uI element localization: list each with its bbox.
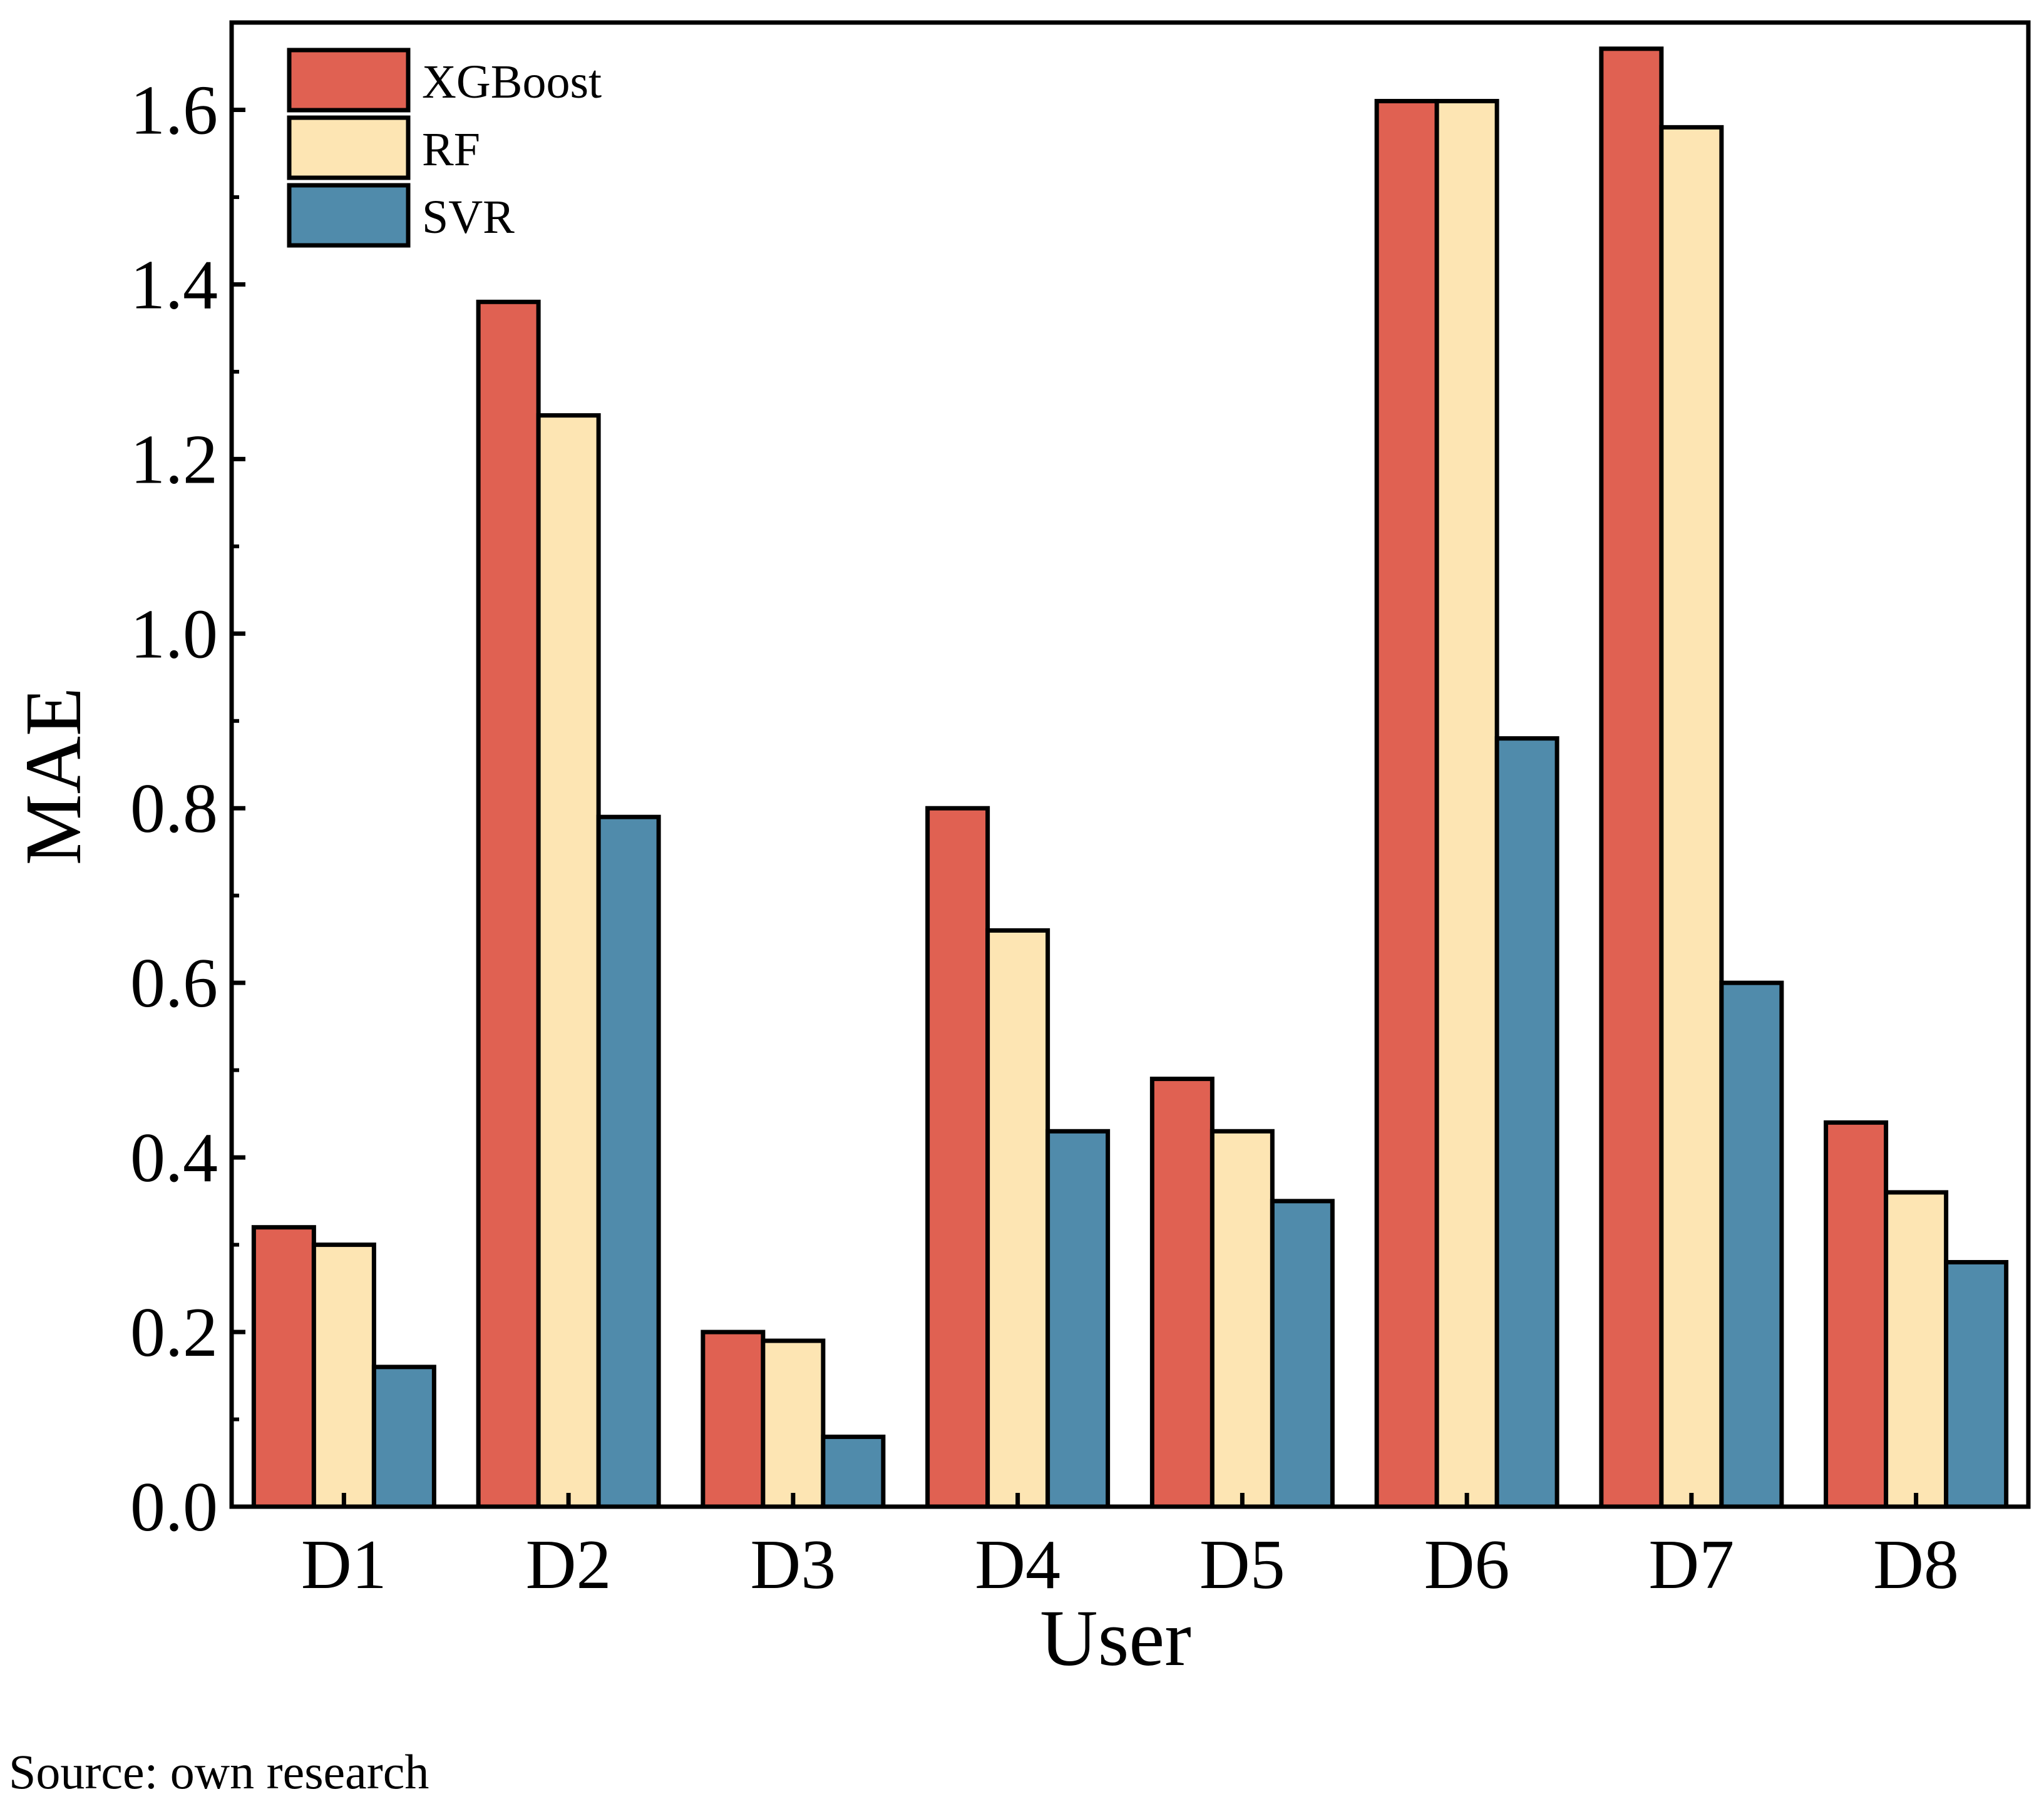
- bar-xgboost-d8: [1824, 1120, 1889, 1509]
- y-tick-label: 0.0: [130, 1468, 218, 1546]
- bar-svr-d3: [821, 1434, 886, 1509]
- legend-swatch-rf: [287, 115, 411, 180]
- bar-rf-d1: [311, 1243, 376, 1509]
- y-tick-label: 0.6: [130, 945, 218, 1022]
- x-ticks-group: D1 D2 D3 D4 D5 D6 D7 D8: [301, 1493, 1959, 1604]
- bar-svr-d6: [1494, 736, 1559, 1509]
- bar-rf-d5: [1209, 1129, 1275, 1509]
- y-tick-label: 1.0: [130, 595, 218, 673]
- bar-xgboost-d2: [476, 299, 541, 1509]
- x-tick-label-d6: D6: [1424, 1526, 1510, 1604]
- bar-rf-d4: [985, 928, 1050, 1509]
- source-note: Source: own research: [9, 1745, 429, 1799]
- y-ticks-group: 0.0 0.2 0.4 0.6 0.8 1.0 1.2 1.4 1.6: [130, 71, 245, 1546]
- bar-xgboost-d5: [1149, 1077, 1215, 1509]
- legend-label-xgboost: XGBoost: [422, 56, 602, 108]
- bar-rf-d8: [1884, 1190, 1949, 1509]
- y-tick-label: 0.4: [130, 1119, 218, 1197]
- y-tick-label: 1.6: [130, 71, 218, 149]
- x-tick-label-d7: D7: [1648, 1526, 1734, 1604]
- bar-rf-d7: [1659, 125, 1724, 1509]
- y-tick-label: 1.4: [130, 246, 218, 324]
- bar-xgboost-d7: [1599, 46, 1664, 1509]
- bar-xgboost-d6: [1374, 99, 1439, 1509]
- bar-xgboost-d3: [701, 1330, 766, 1509]
- x-axis-title: User: [1040, 1594, 1191, 1683]
- plot-frame: [229, 20, 2031, 1509]
- bar-svr-d1: [371, 1365, 436, 1509]
- bar-xgboost-d1: [251, 1225, 316, 1509]
- legend-swatch-svr: [287, 183, 411, 248]
- legend: XGBoost RF SVR: [287, 48, 602, 248]
- legend-swatch-xgboost: [287, 48, 411, 113]
- bar-rf-d6: [1434, 99, 1499, 1509]
- bar-svr-d7: [1719, 980, 1784, 1509]
- bar-svr-d2: [596, 814, 661, 1509]
- bar-svr-d8: [1944, 1259, 2009, 1509]
- y-axis-title: MAE: [9, 687, 98, 865]
- bar-rf-d2: [536, 413, 601, 1509]
- bar-xgboost-d4: [925, 806, 990, 1509]
- bar-svr-d5: [1270, 1199, 1335, 1509]
- bars-group: [251, 46, 2009, 1509]
- y-tick-label: 1.2: [130, 421, 218, 498]
- y-tick-label: 0.8: [130, 770, 218, 848]
- bar-rf-d3: [761, 1338, 826, 1509]
- legend-label-svr: SVR: [422, 191, 515, 243]
- x-tick-label-d8: D8: [1873, 1526, 1959, 1604]
- x-tick-label-d4: D4: [975, 1526, 1061, 1604]
- y-tick-label: 0.2: [130, 1294, 218, 1371]
- legend-label-rf: RF: [422, 123, 480, 176]
- bar-svr-d4: [1045, 1129, 1111, 1509]
- x-tick-label-d5: D5: [1199, 1526, 1285, 1604]
- x-tick-label-d1: D1: [301, 1526, 387, 1604]
- x-tick-label-d3: D3: [750, 1526, 836, 1604]
- x-tick-label-d2: D2: [526, 1526, 612, 1604]
